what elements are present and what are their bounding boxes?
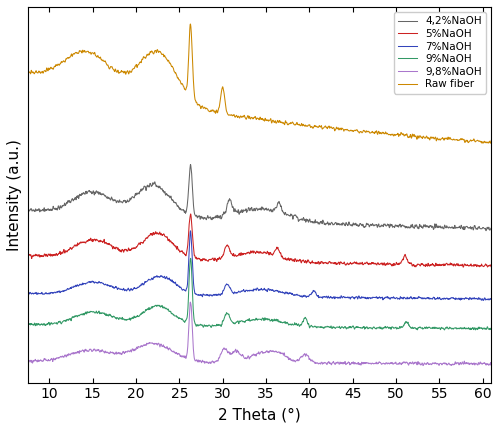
9%NaOH [442, 327, 448, 332]
Raw fiber [202, 106, 208, 112]
7%NaOH [430, 296, 436, 302]
7%NaOH [188, 228, 194, 233]
9,8%NaOH [222, 347, 228, 352]
9%NaOH [202, 323, 208, 328]
Raw fiber [78, 48, 84, 54]
4,2%NaOH [202, 216, 208, 221]
7%NaOH [78, 282, 84, 287]
Line: 7%NaOH: 7%NaOH [28, 231, 491, 300]
9%NaOH [78, 312, 84, 317]
7%NaOH [105, 283, 111, 288]
9%NaOH [480, 327, 486, 332]
9%NaOH [105, 313, 111, 318]
Legend: 4,2%NaOH, 5%NaOH, 7%NaOH, 9%NaOH, 9,8%NaOH, Raw fiber: 4,2%NaOH, 5%NaOH, 7%NaOH, 9%NaOH, 9,8%Na… [394, 12, 486, 94]
X-axis label: 2 Theta (°): 2 Theta (°) [218, 407, 301, 422]
4,2%NaOH [222, 210, 228, 215]
5%NaOH [202, 257, 208, 262]
Raw fiber [480, 139, 486, 145]
7%NaOH [480, 298, 486, 303]
Raw fiber [430, 136, 436, 141]
9%NaOH [222, 312, 228, 317]
Raw fiber [222, 103, 228, 109]
Raw fiber [188, 21, 194, 27]
4,2%NaOH [188, 162, 194, 167]
Raw fiber [105, 63, 111, 68]
9%NaOH [24, 320, 30, 326]
7%NaOH [202, 293, 208, 298]
5%NaOH [460, 265, 466, 270]
Y-axis label: Intensity (a.u.): Intensity (a.u.) [7, 139, 22, 251]
9%NaOH [188, 256, 194, 261]
Raw fiber [24, 69, 30, 74]
5%NaOH [24, 253, 30, 258]
5%NaOH [488, 264, 494, 269]
9,8%NaOH [78, 349, 84, 354]
5%NaOH [105, 241, 111, 246]
7%NaOH [488, 297, 494, 302]
9,8%NaOH [24, 359, 30, 364]
Line: 4,2%NaOH: 4,2%NaOH [28, 165, 491, 231]
Line: 9,8%NaOH: 9,8%NaOH [28, 302, 491, 366]
9,8%NaOH [188, 299, 194, 305]
7%NaOH [222, 283, 228, 288]
4,2%NaOH [430, 224, 436, 229]
9,8%NaOH [420, 363, 426, 368]
Line: 9%NaOH: 9%NaOH [28, 258, 491, 330]
Line: Raw fiber: Raw fiber [28, 24, 491, 143]
9,8%NaOH [430, 360, 436, 366]
4,2%NaOH [24, 206, 30, 211]
Line: 5%NaOH: 5%NaOH [28, 214, 491, 267]
9%NaOH [430, 325, 436, 330]
5%NaOH [222, 245, 228, 250]
Raw fiber [488, 137, 494, 142]
4,2%NaOH [105, 196, 111, 201]
5%NaOH [78, 240, 84, 245]
9,8%NaOH [488, 362, 494, 367]
5%NaOH [480, 263, 486, 269]
4,2%NaOH [78, 193, 84, 198]
7%NaOH [24, 291, 30, 296]
5%NaOH [430, 261, 436, 266]
5%NaOH [188, 211, 194, 217]
9%NaOH [488, 326, 494, 331]
4,2%NaOH [488, 225, 494, 230]
9,8%NaOH [105, 350, 111, 356]
9,8%NaOH [202, 360, 208, 365]
4,2%NaOH [480, 225, 486, 230]
4,2%NaOH [483, 228, 489, 233]
7%NaOH [480, 297, 486, 302]
9,8%NaOH [480, 361, 486, 366]
Raw fiber [479, 141, 485, 146]
